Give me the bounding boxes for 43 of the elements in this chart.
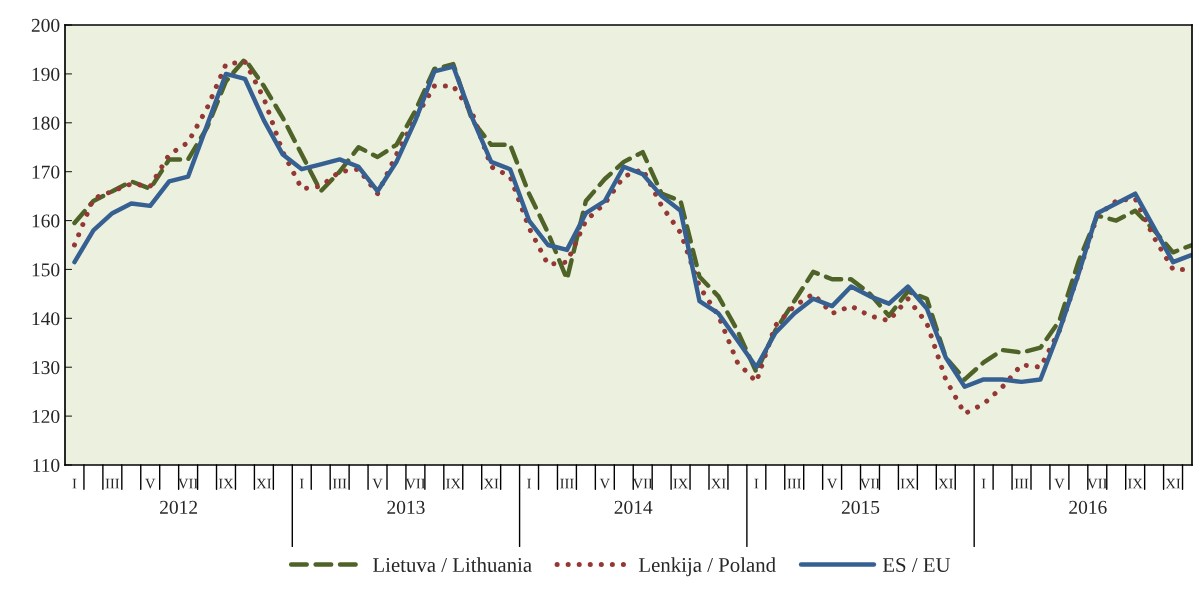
x-tick-label: V [599,478,610,489]
y-tick-label: 180 [32,116,60,130]
y-tick-label: 190 [32,67,60,81]
x-tick-label: III [332,478,347,489]
y-tick-label: 160 [32,214,60,228]
y-tick-label: 120 [32,409,60,424]
y-tick-label: 110 [33,458,60,472]
text: 2015 [841,500,880,514]
x-tick-label: XI [1165,478,1181,489]
y-tick-label: 140 [32,312,60,326]
y-tick-label: 170 [32,165,60,179]
x-tick-label: I [72,478,77,489]
x-tick-label: XI [711,478,726,489]
x-tick-label: XI [938,478,953,489]
x-tick-label: IX [673,478,689,489]
legend-label: ES / EU [882,557,951,572]
x-tick-label: V [145,478,156,489]
text: 2013 [387,500,425,514]
x-tick-label: I [981,478,986,489]
x-tick-label: V [372,478,383,489]
x-tick-label: III [1014,478,1029,489]
x-tick-label: III [787,478,802,489]
y-tick-label: 130 [32,361,60,375]
y-tick-label: 200 [31,18,60,32]
legend-label: Lenkija / Poland [638,557,776,577]
legend-label: Lietuva / Lithuania [373,557,532,572]
text: 2016 [1069,500,1107,514]
x-tick-label: IX [218,478,234,489]
text: 2014 [614,500,653,514]
x-tick-label: V [1054,478,1065,489]
x-tick-label: III [560,478,574,489]
x-tick-label: XI [483,478,499,489]
x-tick-label: I [754,478,759,489]
y-tick-label: 150 [32,263,60,277]
x-tick-label: IX [900,478,916,489]
x-tick-label: XI [256,478,272,489]
x-tick-label: V [827,478,838,489]
x-tick-label: I [527,478,531,489]
x-tick-label: III [105,478,120,489]
text: 2012 [160,500,198,514]
x-tick-label: IX [1128,478,1143,489]
x-tick-label: IX [446,478,461,489]
x-tick-label: I [299,478,304,489]
